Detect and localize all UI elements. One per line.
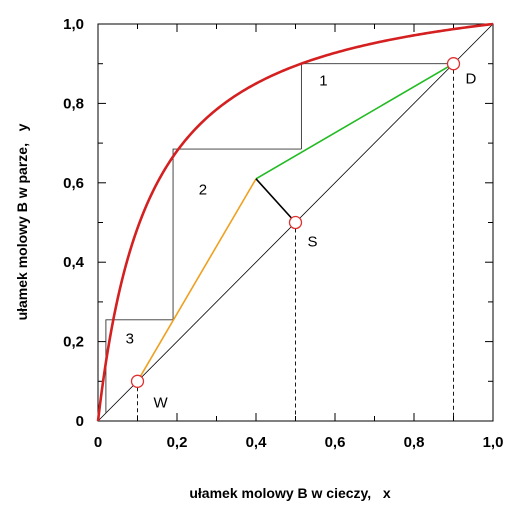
operating-lines bbox=[136, 63, 454, 382]
x-tick-label: 0,8 bbox=[404, 434, 425, 451]
equilibrium-curve bbox=[96, 22, 494, 422]
y-tick-label: 0 bbox=[76, 413, 84, 430]
x-tick-label: 1,0 bbox=[483, 434, 504, 451]
x-tick-label: 0,4 bbox=[246, 434, 268, 451]
y-axis-title: ułamek molowy B w parze, y bbox=[14, 123, 30, 320]
operating-line bbox=[255, 178, 297, 224]
y-tick-label: 0,2 bbox=[63, 334, 84, 351]
stage-step bbox=[105, 319, 174, 414]
y-tick-label: 0,6 bbox=[63, 175, 84, 192]
axis-ticks: 0 0,2 0,4 0,6 0,8 1,0 0 0,2 0,4 0,6 0,8 1,0 bbox=[63, 16, 503, 451]
x-axis-title: ułamek molowy B w cieczy, x bbox=[189, 485, 390, 501]
x-tick-label: 0 bbox=[94, 434, 102, 451]
x-tick-label: 0,2 bbox=[167, 434, 188, 451]
point-label: S bbox=[308, 234, 318, 251]
stage-label: 3 bbox=[126, 331, 134, 348]
point-marker bbox=[446, 57, 461, 71]
y-tick-label: 0,4 bbox=[63, 254, 85, 271]
y-tick-label: 1,0 bbox=[63, 16, 84, 33]
operating-line bbox=[255, 63, 454, 180]
point-label: W bbox=[154, 394, 169, 411]
point-label: D bbox=[466, 71, 477, 88]
y-tick-label: 0,8 bbox=[63, 95, 84, 112]
point-marker bbox=[130, 374, 145, 388]
point-marker bbox=[288, 215, 303, 230]
stage-label: 2 bbox=[199, 182, 207, 199]
point-drop-lines bbox=[137, 69, 454, 421]
x-tick-label: 0,6 bbox=[325, 434, 346, 451]
operating-line bbox=[136, 178, 257, 382]
stage-step bbox=[172, 148, 302, 320]
stage-label: 1 bbox=[319, 73, 327, 90]
feed-points: D S W bbox=[130, 57, 477, 411]
